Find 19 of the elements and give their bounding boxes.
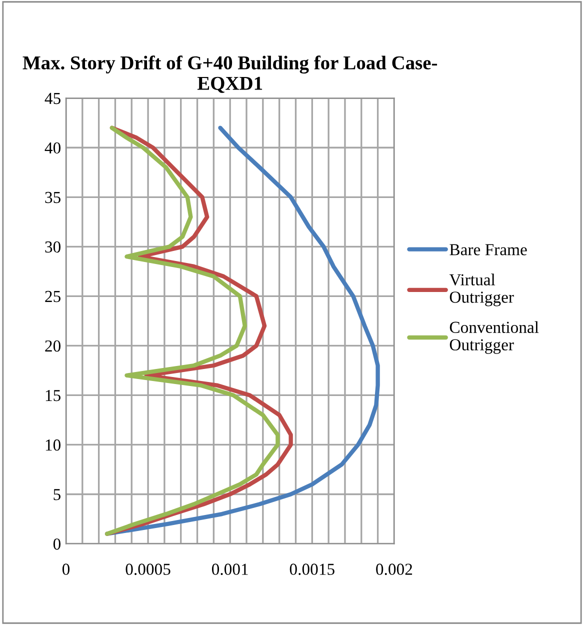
y-tick-label: 10 (46, 439, 60, 451)
y-tick-label: 45 (44, 92, 60, 104)
x-tick-label: 0.001 (212, 564, 248, 575)
x-tick-label: 0.002 (376, 564, 412, 575)
y-tick-label: 20 (45, 340, 60, 352)
legend-label: Bare Frame (450, 244, 527, 256)
x-tick-label: 0 (62, 564, 70, 575)
x-tick-label: 0.0005 (126, 564, 170, 575)
y-tick-label: 5 (54, 489, 60, 500)
y-tick-label: 0 (53, 538, 60, 550)
y-tick-label: 40 (44, 142, 60, 154)
y-tick-label: 25 (45, 290, 60, 302)
y-tick-label: 15 (46, 390, 60, 402)
chart-title: Max. Story Drift of G+40 Building for Load Case- EQXD1 (22, 56, 438, 93)
x-tick-label: 0.0015 (290, 564, 334, 575)
y-tick-label: 30 (45, 241, 60, 253)
legend-label: Conventional Outrigger (450, 321, 539, 354)
legend-label: Virtual Outrigger (449, 274, 514, 306)
y-tick-label: 35 (45, 192, 60, 204)
